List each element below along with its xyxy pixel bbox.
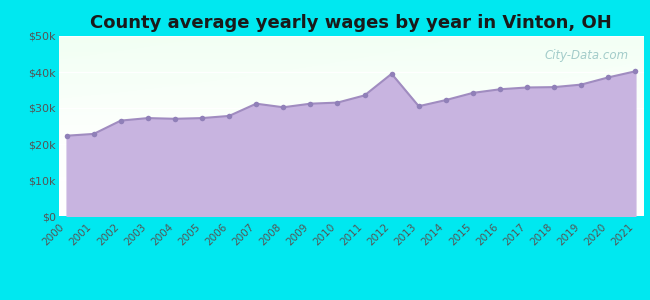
Point bbox=[522, 85, 532, 90]
Point bbox=[224, 113, 234, 118]
Point bbox=[278, 105, 289, 110]
Point bbox=[386, 71, 396, 76]
Point bbox=[359, 93, 370, 98]
Point bbox=[116, 118, 126, 123]
Point bbox=[251, 101, 261, 106]
Point bbox=[197, 116, 207, 121]
Point bbox=[441, 98, 451, 103]
Point bbox=[467, 91, 478, 95]
Point bbox=[603, 75, 614, 80]
Point bbox=[495, 87, 505, 92]
Point bbox=[170, 116, 180, 121]
Point bbox=[88, 131, 99, 136]
Point bbox=[332, 100, 343, 105]
Point bbox=[630, 69, 641, 74]
Point bbox=[61, 133, 72, 138]
Point bbox=[142, 116, 153, 121]
Point bbox=[413, 104, 424, 109]
Text: City-Data.com: City-Data.com bbox=[545, 49, 629, 62]
Title: County average yearly wages by year in Vinton, OH: County average yearly wages by year in V… bbox=[90, 14, 612, 32]
Point bbox=[576, 82, 586, 87]
Point bbox=[549, 85, 559, 89]
Point bbox=[305, 101, 315, 106]
